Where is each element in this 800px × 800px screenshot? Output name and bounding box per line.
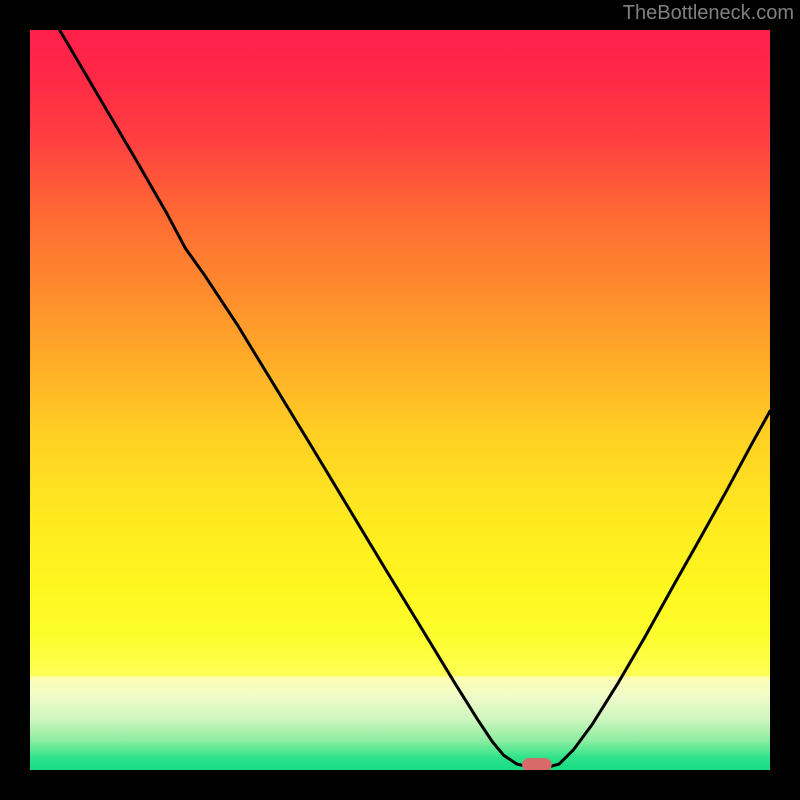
gradient-background [30, 30, 770, 770]
bottleneck-chart-svg [30, 30, 770, 770]
optimal-marker [522, 758, 552, 770]
watermark-text: TheBottleneck.com [623, 2, 794, 25]
plot-area [30, 30, 770, 770]
chart-outer: { "watermark": { "text": "TheBottleneck.… [0, 0, 800, 800]
